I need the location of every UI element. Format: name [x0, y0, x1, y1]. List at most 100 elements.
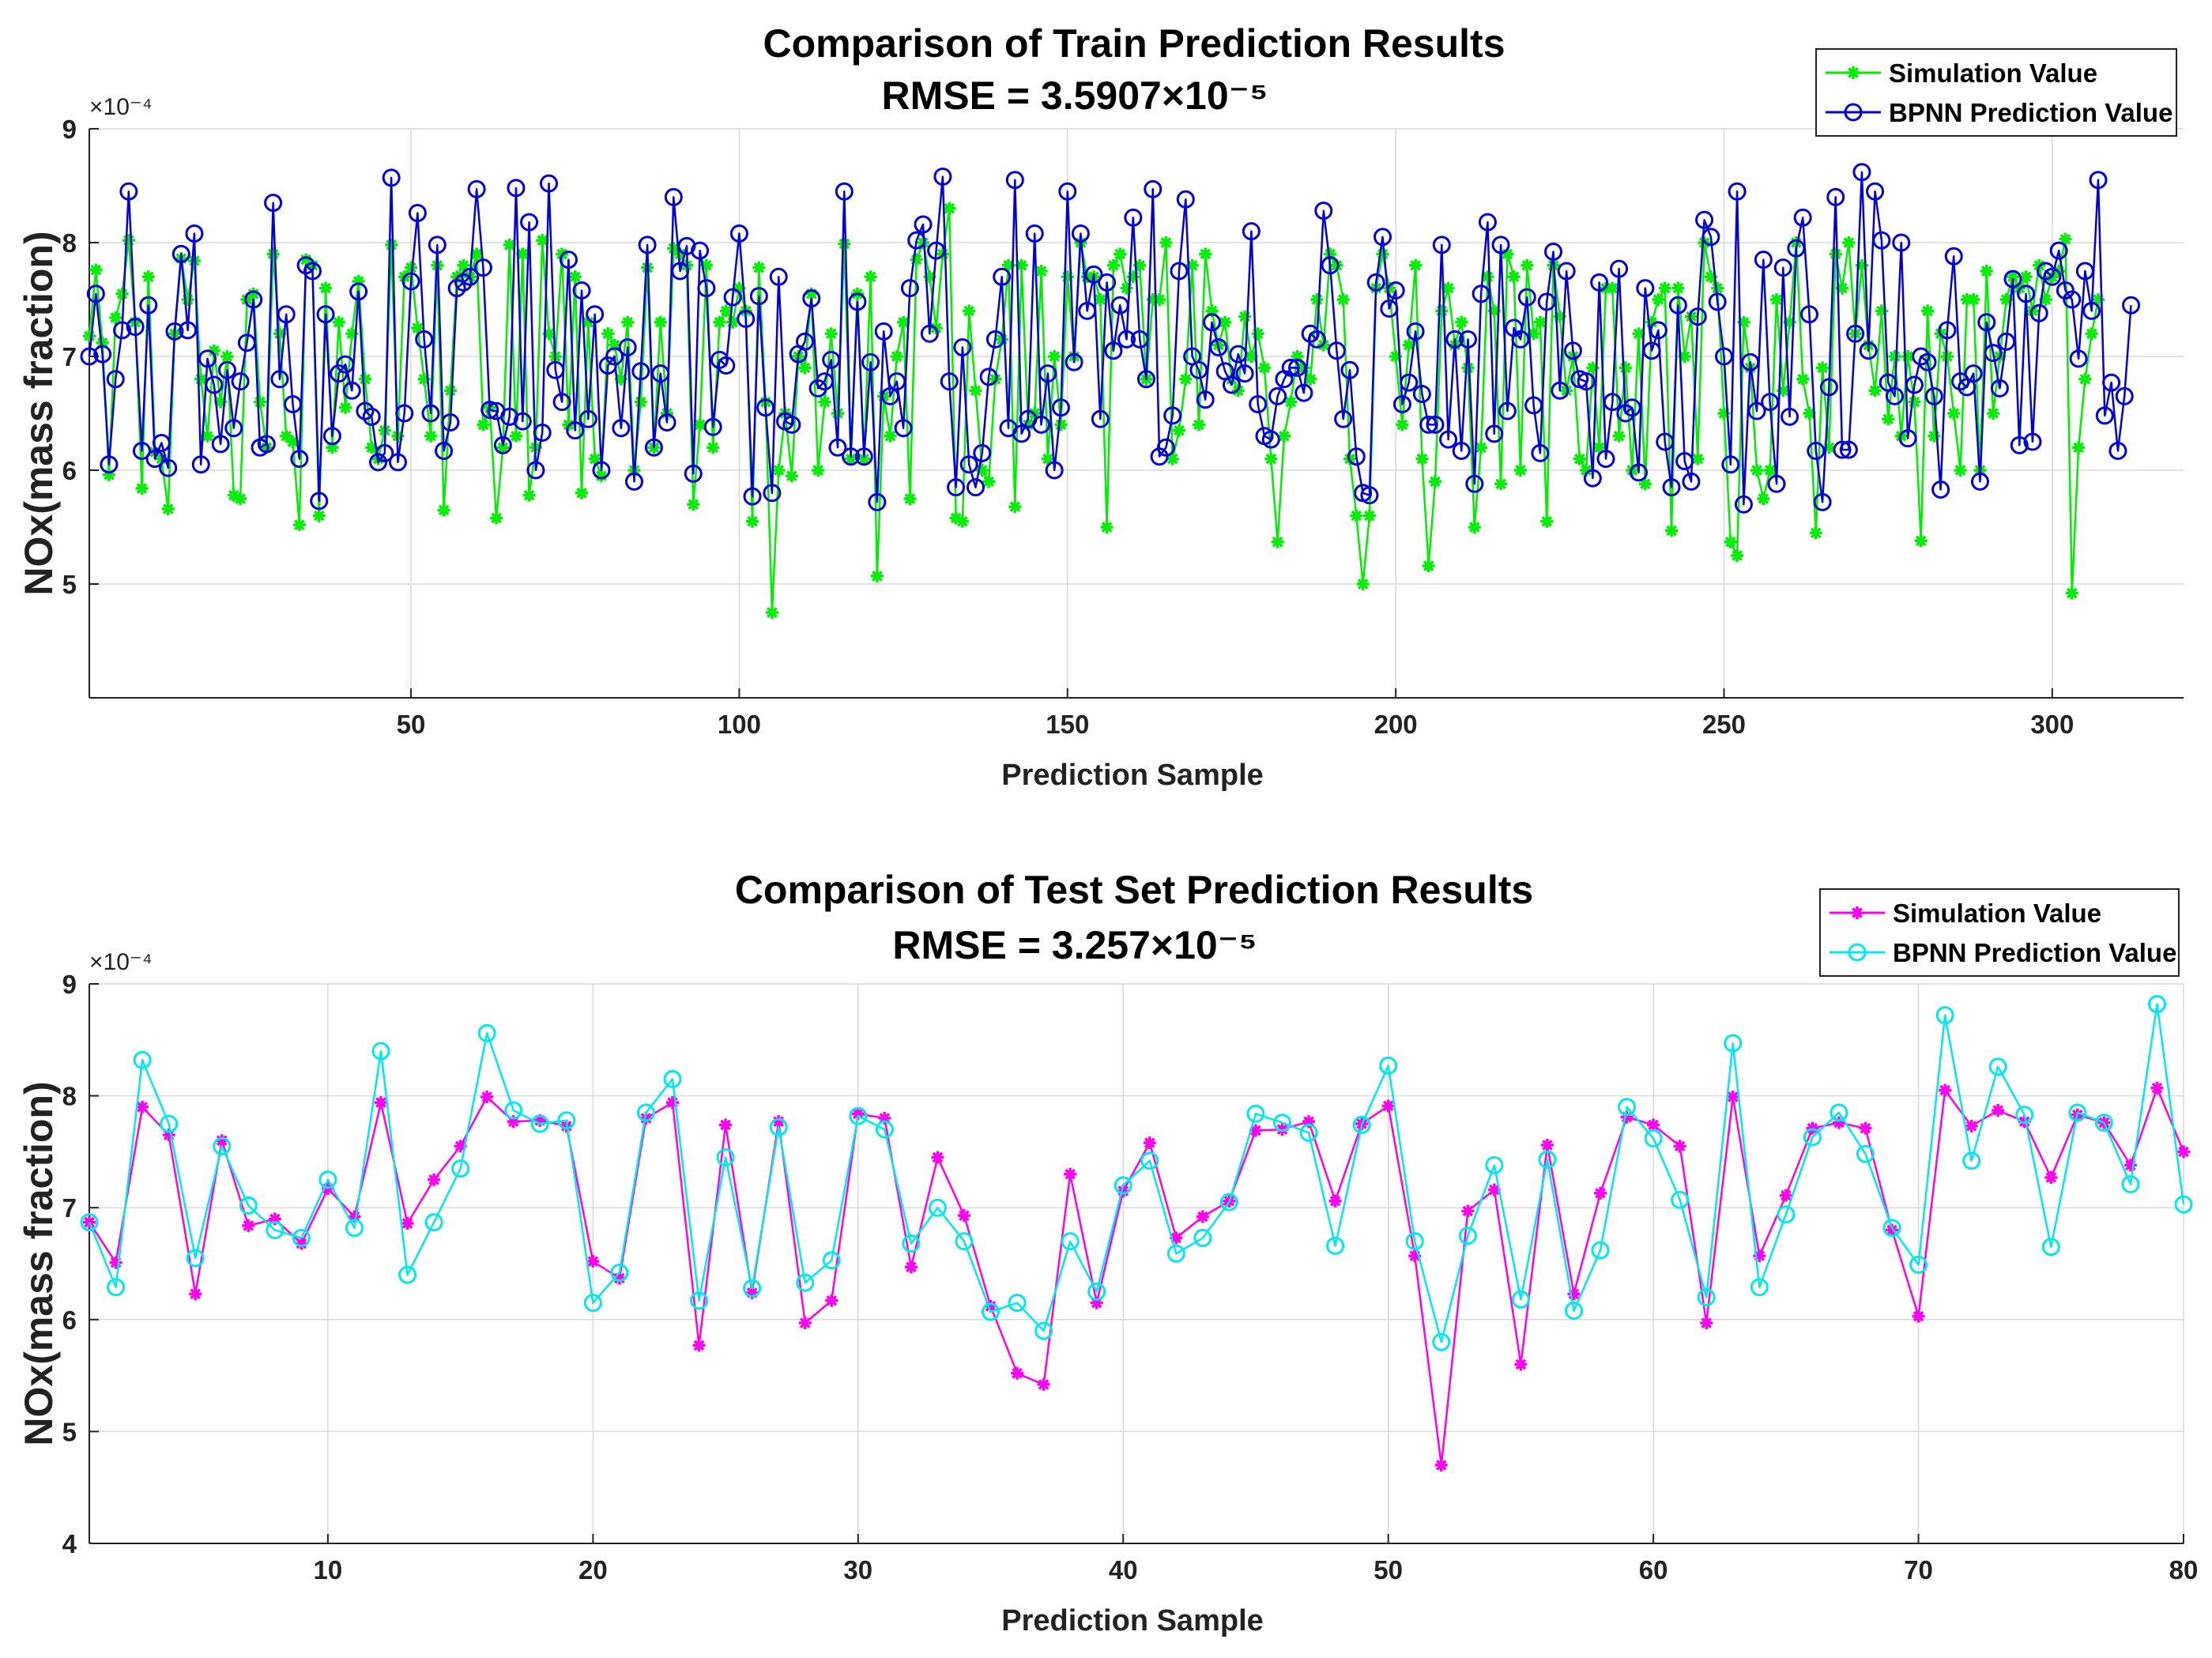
data-point-circle: [1288, 358, 1307, 377]
data-point-circle: [955, 1232, 974, 1251]
x-tick-label: 20: [578, 1555, 608, 1585]
data-point-circle: [927, 241, 946, 260]
data-point-circle: [477, 1023, 496, 1042]
data-point-star: [1291, 350, 1304, 363]
data-point-circle: [1741, 352, 1760, 371]
data-point-circle: [277, 305, 296, 324]
data-point-star: [1468, 521, 1481, 533]
data-point-circle: [1524, 396, 1543, 415]
data-point-circle: [690, 1291, 709, 1310]
data-point-star: [1618, 361, 1632, 375]
data-point-star: [586, 1255, 600, 1268]
data-point-circle: [160, 1114, 179, 1133]
data-point-circle: [237, 333, 256, 352]
data-point-star: [1566, 350, 1580, 363]
data-point-circle: [1326, 1236, 1345, 1255]
data-point-star: [1257, 361, 1271, 375]
data-point-star: [96, 336, 109, 349]
data-point-circle: [1445, 330, 1464, 349]
data-point-circle: [2147, 994, 2166, 1013]
data-point-star: [1731, 549, 1744, 562]
data-point-circle: [848, 292, 867, 311]
data-point-star: [507, 1115, 520, 1129]
data-point-circle: [605, 347, 624, 366]
data-point-circle: [1803, 1128, 1822, 1147]
data-point-circle: [1767, 474, 1786, 493]
data-point-star: [1271, 535, 1284, 548]
data-point-star: [1652, 293, 1665, 306]
data-point-circle: [100, 455, 119, 474]
data-point-circle: [520, 213, 539, 232]
data-point-star: [1192, 418, 1205, 431]
data-point-star: [260, 441, 273, 454]
data-point-star: [608, 338, 621, 352]
data-point-star: [1954, 464, 1967, 477]
data-point-star: [878, 1111, 891, 1125]
data-point-star: [1553, 310, 1566, 323]
data-point-circle: [257, 435, 276, 454]
data-point-circle: [763, 484, 782, 503]
data-point-circle: [1071, 224, 1090, 243]
y-tick-label: 7: [62, 342, 77, 371]
data-point-circle: [546, 360, 565, 379]
data-point-circle: [1708, 292, 1727, 311]
data-point-circle: [1406, 322, 1425, 341]
series-line: [88, 1003, 2185, 1343]
data-point-star: [1832, 1116, 1845, 1129]
data-point-circle: [113, 321, 132, 340]
data-point-circle: [1189, 360, 1208, 379]
data-point-star: [155, 452, 168, 465]
data-point-circle: [782, 415, 801, 434]
data-point-star: [240, 293, 254, 306]
data-point-star: [1179, 372, 1193, 386]
data-point-star: [1992, 1104, 2005, 1117]
data-point-star: [1620, 1110, 1634, 1124]
data-point-star: [665, 1096, 679, 1110]
data-point-star: [1632, 327, 1645, 341]
data-point-circle: [1630, 463, 1649, 482]
data-point-circle: [966, 478, 985, 497]
legend-marker-circle: [1848, 943, 1867, 962]
data-point-circle: [186, 1249, 205, 1268]
data-point-circle: [415, 330, 434, 349]
data-point-circle: [993, 267, 1012, 286]
data-point-star: [1054, 418, 1068, 431]
data-point-circle: [133, 1050, 152, 1069]
data-point-circle: [2174, 1195, 2193, 1214]
data-point-circle: [1087, 1282, 1106, 1301]
data-point-star: [1146, 293, 1159, 306]
data-point-circle: [1366, 273, 1385, 292]
data-point-circle: [729, 224, 748, 243]
data-point-circle: [1038, 364, 1057, 383]
data-point-star: [496, 441, 510, 454]
data-point-star: [1882, 413, 1895, 426]
data-point-star: [536, 234, 549, 247]
data-point-circle: [663, 1069, 682, 1088]
data-point-star: [1120, 281, 1133, 295]
data-point-circle: [1662, 478, 1681, 497]
data-point-circle: [1564, 1301, 1583, 1320]
data-point-star: [1888, 350, 1901, 363]
data-point-circle: [507, 179, 526, 198]
data-point-circle: [106, 370, 125, 389]
data-point-circle: [1386, 281, 1405, 300]
data-point-circle: [1852, 163, 1871, 182]
data-point-star: [201, 429, 214, 443]
data-point-star: [194, 372, 208, 386]
data-point-star: [1434, 1458, 1448, 1471]
y-tick-label: 5: [62, 570, 77, 599]
data-point-circle: [618, 337, 637, 356]
data-point-star: [1967, 293, 1980, 306]
data-point-circle: [1721, 455, 1740, 474]
data-point-circle: [1340, 360, 1359, 379]
data-point-star: [503, 238, 516, 251]
legend-marker-star: [1851, 906, 1863, 919]
data-point-star: [1927, 429, 1941, 443]
data-point-star: [312, 509, 326, 522]
data-point-star: [352, 274, 365, 288]
data-point-star: [1356, 578, 1370, 590]
data-point-star: [654, 315, 667, 329]
data-point-star: [1875, 304, 1888, 318]
data-point-circle: [369, 453, 388, 472]
data-point-circle: [982, 1302, 1000, 1321]
